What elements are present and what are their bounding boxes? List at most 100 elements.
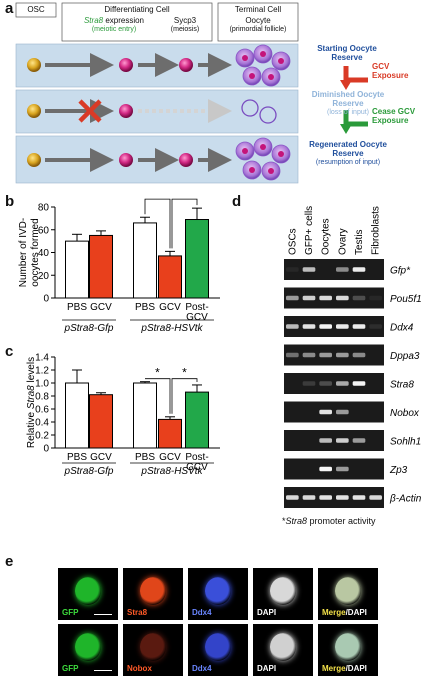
header-primordial: (primordial follicle) <box>229 26 287 33</box>
micrograph-tile: Ddx4 <box>188 624 248 676</box>
significance-star: * <box>155 195 160 200</box>
category-label: GCV <box>186 462 208 473</box>
cell-stain <box>75 577 101 605</box>
header-osc: OSC <box>27 5 45 14</box>
merge-label: Merge <box>322 608 346 617</box>
y-label-line2: oocytes formed <box>30 218 41 286</box>
gel-band <box>302 267 316 272</box>
chart-b: 0 20 40 60 80 Number of IVD-oocytes formed PBS… <box>18 195 220 334</box>
cell-stain <box>270 577 296 605</box>
gel-band <box>302 352 316 358</box>
gel-band <box>336 466 349 472</box>
significance-bracket <box>145 378 171 414</box>
gel-strip <box>284 316 384 337</box>
gel-band <box>352 438 366 443</box>
gel-row-label: Ddx4 <box>390 323 414 334</box>
scale-bar <box>94 614 112 615</box>
micrograph-tile: GFP <box>58 568 118 620</box>
footnote-star: * <box>282 516 286 526</box>
gel-band <box>336 495 349 500</box>
y-tick-label: 0.2 <box>35 431 49 442</box>
gel-band <box>369 495 382 500</box>
header-sycp3: Sycp3 <box>173 16 197 25</box>
gel-strip <box>284 259 384 280</box>
micrograph-label: Merge/DAPI <box>322 608 367 617</box>
bar <box>65 240 89 299</box>
gel-band <box>302 381 316 386</box>
gel-band <box>286 352 299 358</box>
gel-band <box>286 495 299 500</box>
cell-stain <box>140 577 166 605</box>
bar <box>185 391 209 449</box>
gel-strip <box>284 373 384 394</box>
micrograph-tile: Merge/DAPI <box>318 568 378 620</box>
gel-band <box>286 324 299 329</box>
bar <box>133 382 157 449</box>
y-tick-label: 0 <box>43 444 49 455</box>
regen-line2: Reserve <box>332 149 364 158</box>
header-oocyte: Oocyte <box>245 16 271 25</box>
y-label-part2: levels <box>26 357 37 385</box>
gel-band <box>336 438 349 443</box>
gel-band <box>286 295 299 301</box>
y-tick-label: 0.6 <box>35 405 49 416</box>
gel-band <box>319 295 332 301</box>
cease-gcv: Cease GCV Exposure <box>372 107 434 125</box>
gel-band <box>369 295 382 301</box>
gel-column-label: Oocytes <box>321 218 332 255</box>
micrograph-tile: DAPI <box>253 624 313 676</box>
y-axis-label: Number of IVD-oocytes formed <box>18 218 41 287</box>
header-meiotic: (meiotic entry) <box>91 26 137 33</box>
header-terminal: Terminal Cell <box>234 5 282 14</box>
micrograph-tile: Stra8 <box>123 568 183 620</box>
cell-stain <box>335 577 361 605</box>
gel-band <box>352 352 366 358</box>
regenerated-reserve: Regenerated Oocyte Reserve (resumption o… <box>298 140 398 167</box>
starting-reserve-line1: Starting Oocyte <box>317 44 377 53</box>
bar <box>65 382 89 449</box>
gel-band <box>336 295 349 301</box>
gel-band <box>319 409 332 415</box>
panel-d-footnote: *Stra8 promoter activity <box>282 516 376 526</box>
dapi-suffix-label: /DAPI <box>345 608 367 617</box>
gcv-exposure-line2: Exposure <box>372 71 409 80</box>
header-stra8-rest: expression <box>103 16 145 25</box>
micrograph-label: Ddx4 <box>192 664 212 673</box>
cell-stain <box>335 633 361 661</box>
y-tick-label: 0.4 <box>35 418 49 429</box>
regen-line3: (resumption of input) <box>315 159 381 166</box>
micrograph-tile: GFP <box>58 624 118 676</box>
panel-c-letter: c <box>5 343 14 360</box>
y-tick-label: 80 <box>38 203 50 214</box>
gel-row-label: Sohlh1 <box>390 437 421 448</box>
gel-band <box>352 495 366 500</box>
diminished-reserve: Diminished Oocyte Reserve (loss of input… <box>302 90 394 117</box>
significance-star: * <box>182 195 187 200</box>
header-stra8-italic: Stra8 <box>83 16 104 25</box>
footnote-rest: promoter activity <box>307 516 376 526</box>
y-tick-label: 20 <box>38 271 50 282</box>
y-label-line1: Number of IVD- <box>18 218 29 287</box>
category-label: Post- <box>185 452 208 463</box>
panel-e-letter: e <box>5 553 14 570</box>
starting-reserve: Starting Oocyte Reserve <box>302 44 392 62</box>
diminished-line2: Reserve <box>332 99 364 108</box>
gel-band <box>352 267 366 272</box>
merge-label: Merge <box>322 664 346 673</box>
category-label: GCV <box>159 302 181 313</box>
gcv-exposure: GCV Exposure <box>372 62 432 80</box>
bar <box>89 394 113 449</box>
gel-row-label: Zp3 <box>389 465 408 476</box>
micrograph-grid: GFP Stra8 Ddx4 DAPI Merge/DAPI GFP Nobox Ddx4 DA… <box>58 568 388 685</box>
gel-band <box>319 438 332 443</box>
gcv-exposure-line1: GCV <box>372 62 390 71</box>
gel-strip <box>284 458 384 480</box>
header-differentiating: Differentiating Cell <box>104 5 170 14</box>
group-label: pStra8-HSVtk <box>140 323 203 334</box>
gel-band <box>319 495 332 500</box>
y-tick-label: 0 <box>43 294 49 305</box>
panel-b-letter: b <box>5 193 15 210</box>
significance-star: * <box>182 366 187 380</box>
category-label: PBS <box>67 302 87 313</box>
micrograph-tile: Ddx4 <box>188 568 248 620</box>
